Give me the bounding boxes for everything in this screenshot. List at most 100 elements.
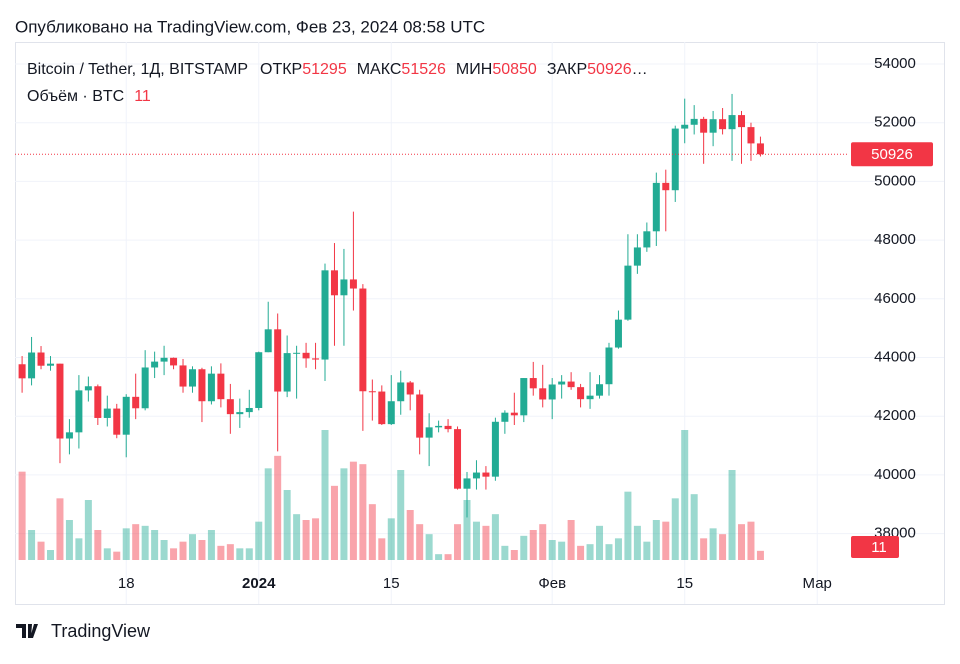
volume-legend: Объём · BTC 11 — [27, 88, 151, 105]
candle-body — [397, 382, 405, 402]
logo: TradingView — [16, 621, 151, 641]
candle-body — [18, 364, 26, 379]
volume-bar — [378, 538, 386, 560]
candle-body — [293, 352, 301, 354]
candle-body — [633, 247, 641, 266]
volume-bar — [567, 520, 575, 560]
candle-body — [359, 288, 367, 392]
volume-bar — [84, 500, 92, 560]
volume-bar — [245, 548, 253, 560]
ohlc-label: МАКС — [357, 61, 402, 78]
ohlc-label: МИН — [456, 61, 492, 78]
x-tick-label: 15 — [383, 575, 400, 592]
volume-bar — [643, 541, 651, 560]
volume-bar — [406, 510, 414, 560]
volume-bar — [46, 550, 54, 560]
candle-body — [567, 381, 575, 388]
volume-bar — [179, 541, 187, 560]
candle-body — [28, 352, 36, 379]
volume-bar — [103, 548, 111, 560]
volume-bar — [520, 535, 528, 560]
candle-body — [141, 367, 149, 409]
x-tick-label: 18 — [118, 575, 135, 592]
y-tick-label: 50000 — [874, 172, 916, 189]
volume-bar — [141, 525, 149, 560]
volume-bar — [122, 528, 130, 560]
candle-body — [539, 388, 547, 400]
candle-body — [463, 478, 471, 489]
volume-bar — [349, 461, 357, 560]
candle-body — [226, 399, 234, 415]
candle-body — [529, 378, 537, 389]
candle-body — [274, 329, 282, 392]
volume-bar — [700, 538, 708, 560]
volume-bar — [340, 468, 348, 560]
y-tick-label: 44000 — [874, 348, 916, 365]
volume-value: 11 — [134, 88, 151, 105]
volume-bar — [132, 524, 140, 560]
volume-bar — [217, 545, 225, 560]
volume-bar — [454, 524, 462, 560]
candle-body — [321, 270, 329, 360]
candle-body — [747, 127, 755, 144]
candle-body — [255, 352, 263, 408]
candle-body — [548, 384, 556, 400]
y-tick-label: 52000 — [874, 114, 916, 131]
volume-bar — [330, 485, 338, 560]
candle-body — [170, 357, 178, 366]
volume-bar — [529, 530, 537, 560]
volume-bar — [198, 540, 206, 560]
volume-bar — [719, 534, 727, 560]
volume-bar — [747, 521, 755, 560]
volume-bar — [605, 544, 613, 560]
volume-bar — [151, 530, 159, 560]
candle-body — [207, 373, 215, 402]
y-tick-label: 54000 — [874, 55, 916, 72]
symbol: Bitcoin / Tether, 1Д, BITSTAMP — [27, 61, 248, 78]
candle-body — [586, 395, 594, 400]
volume-bar — [359, 464, 367, 560]
x-tick-label: 15 — [676, 575, 693, 592]
candle-body — [264, 329, 272, 353]
price-badge-label: 50926 — [871, 146, 913, 163]
candle-body — [349, 279, 357, 289]
volume-bar — [596, 525, 604, 560]
volume-bar — [416, 524, 424, 560]
volume-badge — [851, 536, 899, 558]
volume-bar — [558, 541, 566, 560]
volume-bar — [293, 514, 301, 560]
ohlc-value: 50926 — [587, 61, 632, 78]
candle-body — [330, 270, 338, 296]
x-tick-label: Фев — [538, 575, 566, 592]
candle-body — [652, 182, 660, 232]
candle-body — [700, 118, 708, 133]
volume-bar — [548, 540, 556, 560]
volume-bar — [586, 544, 594, 560]
candle-body — [491, 421, 499, 477]
candle-body — [84, 386, 92, 391]
candle-body — [46, 363, 54, 366]
volume-bar — [633, 525, 641, 560]
volume-bar — [56, 498, 64, 560]
candle-body — [756, 143, 764, 155]
volume-label: Объём · BTC — [27, 88, 124, 105]
volume-bar — [65, 520, 73, 560]
volume-bar — [501, 545, 509, 560]
ohlc-label: ЗАКР — [547, 61, 587, 78]
candle-body — [103, 408, 111, 418]
header: Опубликовано на TradingView.com, Фев 23,… — [15, 17, 485, 36]
volume-bar — [113, 551, 121, 560]
candle-body — [728, 115, 736, 130]
candle-body — [56, 363, 64, 439]
candle-body — [558, 381, 566, 385]
candle-body — [681, 124, 689, 129]
candle-body — [75, 390, 83, 433]
volume-bar — [756, 550, 764, 560]
y-tick-label: 42000 — [874, 407, 916, 424]
volume-bar — [28, 530, 36, 560]
candle-body — [132, 396, 140, 409]
candle-body — [122, 396, 130, 435]
volume-bar — [387, 518, 395, 560]
candle-body — [605, 347, 613, 385]
candle-body — [245, 407, 253, 413]
